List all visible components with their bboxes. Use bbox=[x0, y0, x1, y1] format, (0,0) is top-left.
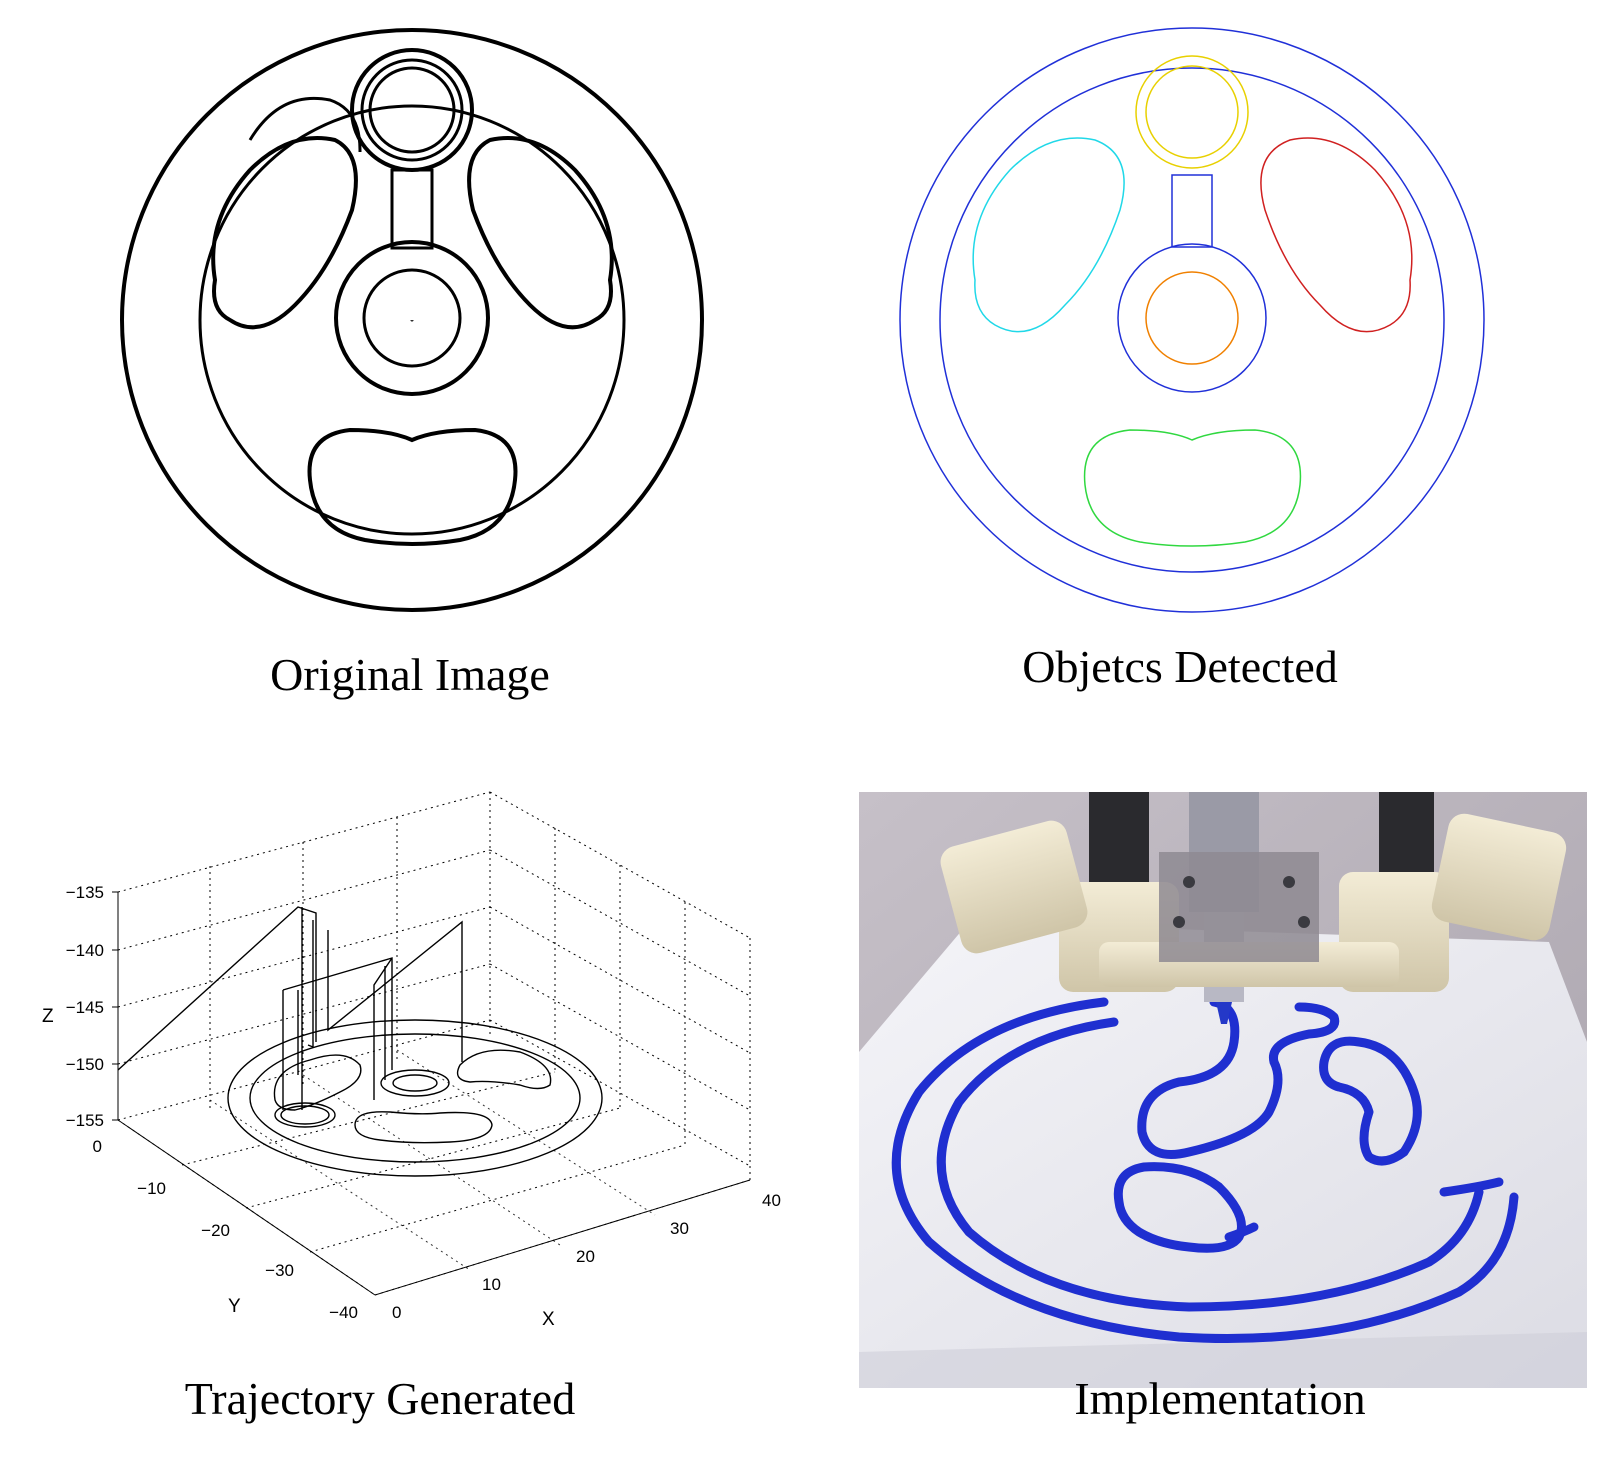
delta-robot bbox=[940, 792, 1567, 1024]
objects-detected-caption: Objetcs Detected bbox=[1022, 641, 1338, 692]
implementation-photo bbox=[859, 792, 1587, 1388]
trajectory-right-slot bbox=[456, 1049, 552, 1090]
left-slot bbox=[211, 136, 358, 330]
y-ticks: 0 −10 −20 −30 −40 bbox=[93, 1137, 358, 1322]
marker-drawing bbox=[891, 997, 1519, 1344]
outer-rim-contour bbox=[899, 27, 1485, 613]
top-hub-contour bbox=[1135, 55, 1249, 169]
spoke bbox=[390, 168, 434, 250]
x-tick: 10 bbox=[482, 1275, 501, 1294]
y-tick: −40 bbox=[329, 1303, 358, 1322]
trajectory-caption: Trajectory Generated bbox=[184, 1373, 576, 1424]
z-axis-label: Z bbox=[42, 1006, 54, 1027]
detected-objects-panel bbox=[895, 20, 1495, 640]
bottom-slot-contour bbox=[1083, 429, 1302, 547]
y-tick: −30 bbox=[265, 1261, 294, 1280]
y-tick: 0 bbox=[93, 1137, 102, 1156]
trajectory-left-slot bbox=[273, 1054, 362, 1111]
y-tick: −20 bbox=[201, 1221, 230, 1240]
detected-contours-drawing bbox=[899, 27, 1485, 613]
robot-drawing-photo bbox=[859, 792, 1587, 1388]
plot-axes bbox=[112, 891, 751, 1296]
trajectory-top-hub bbox=[274, 1102, 336, 1128]
original-image-panel bbox=[120, 20, 720, 640]
x-tick: 0 bbox=[392, 1303, 401, 1322]
x-tick: 20 bbox=[576, 1247, 595, 1266]
original-wheel-drawing bbox=[120, 28, 704, 612]
bottom-slot bbox=[307, 427, 518, 546]
x-ticks: 0 10 20 30 40 bbox=[392, 1191, 781, 1322]
implementation-caption: Implementation bbox=[1074, 1373, 1366, 1424]
z-tick: −150 bbox=[66, 1055, 104, 1074]
travel-move-1 bbox=[117, 906, 317, 1071]
left-slot-contour bbox=[972, 137, 1125, 333]
right-slot bbox=[467, 136, 614, 330]
trajectory-3d-plot: −135 −140 −145 −150 −155 0 −10 −20 −30 −… bbox=[42, 791, 781, 1330]
right-slot-contour bbox=[1260, 137, 1413, 333]
y-axis-label: Y bbox=[228, 1296, 241, 1317]
z-tick: −135 bbox=[66, 883, 104, 902]
x-axis-label: X bbox=[542, 1309, 555, 1330]
joint-right bbox=[1431, 813, 1567, 941]
original-image-caption: Original Image bbox=[270, 649, 550, 700]
z-tick: −155 bbox=[66, 1111, 104, 1130]
trajectory-bottom-slot bbox=[354, 1111, 493, 1144]
outer-rim bbox=[120, 28, 704, 612]
trajectory-curves bbox=[117, 906, 603, 1177]
z-tick: −145 bbox=[66, 998, 104, 1017]
z-tick: −140 bbox=[66, 941, 104, 960]
effector-plate bbox=[1159, 852, 1319, 962]
travel-move-2 bbox=[327, 920, 463, 1062]
spoke-contour bbox=[1171, 174, 1213, 248]
center-hub-inner bbox=[362, 268, 462, 368]
x-tick: 30 bbox=[670, 1219, 689, 1238]
y-tick: −10 bbox=[137, 1179, 166, 1198]
center-hub-contour bbox=[1145, 271, 1239, 365]
plot-grid bbox=[117, 791, 751, 1296]
joint-left bbox=[940, 820, 1088, 954]
trajectory-center-hub bbox=[380, 1069, 450, 1097]
z-ticks: −135 −140 −145 −150 −155 bbox=[66, 883, 104, 1130]
center-hub-outer-contour bbox=[1117, 243, 1267, 393]
x-tick: 40 bbox=[762, 1191, 781, 1210]
trajectory-outer-rim bbox=[227, 1019, 603, 1177]
trajectory-plot-panel: −135 −140 −145 −150 −155 0 −10 −20 −30 −… bbox=[20, 780, 820, 1340]
center-hub-outer bbox=[334, 240, 490, 396]
